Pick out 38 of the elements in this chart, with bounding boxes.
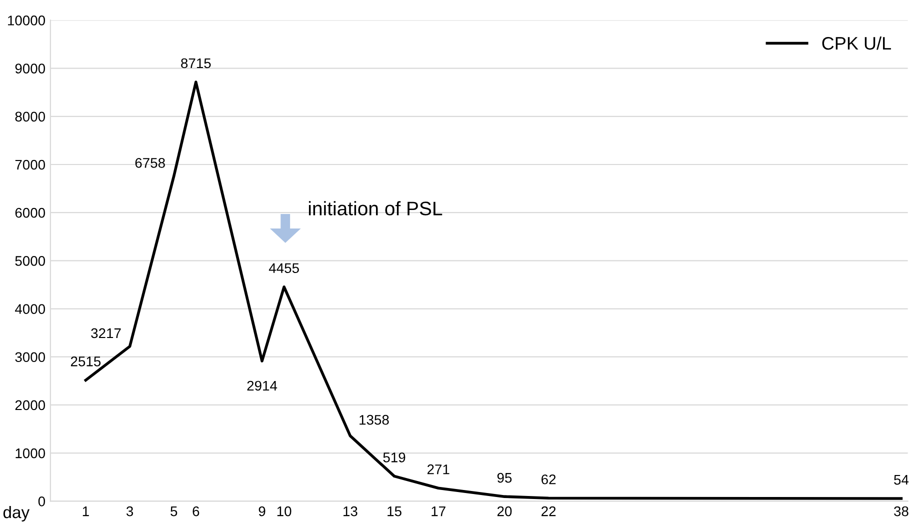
- annotation: initiation of PSL: [308, 201, 442, 216]
- y-tick-label: 2000: [15, 400, 46, 410]
- x-tick-label: 17: [432, 506, 446, 516]
- y-tick-label: 4000: [15, 304, 46, 314]
- legend-label: CPK U/L: [822, 36, 891, 50]
- x-axis-title: day: [3, 506, 30, 522]
- y-tick-label: 7000: [15, 160, 46, 170]
- y-tick-label: 10000: [8, 16, 46, 26]
- data-label: 95: [497, 472, 512, 483]
- data-label: 4455: [268, 263, 299, 274]
- x-tick-label: 13: [344, 506, 358, 516]
- x-tick-label: 6: [192, 506, 200, 516]
- y-tick-label: 1000: [16, 448, 46, 458]
- x-tick-label: 5: [170, 506, 178, 516]
- y-tick-label: 0: [38, 496, 46, 506]
- x-tick-label: 9: [258, 506, 266, 516]
- y-tick-label: 8000: [15, 112, 46, 122]
- data-label: 62: [542, 474, 556, 484]
- y-tick-label: 6000: [15, 208, 46, 218]
- y-tick-label: 5000: [15, 256, 46, 266]
- data-label: 2515: [70, 356, 101, 366]
- x-tick-label: 15: [388, 506, 402, 516]
- data-label: 6758: [135, 158, 165, 168]
- x-tick-label: 3: [126, 506, 134, 516]
- data-label: 1358: [360, 414, 389, 425]
- data-label: 2914: [247, 380, 278, 391]
- x-tick-label: 38: [894, 506, 908, 516]
- y-tick-label: 3000: [15, 352, 46, 362]
- y-tick-label: 9000: [15, 64, 46, 74]
- x-tick-label: 1: [82, 506, 89, 516]
- data-label: 519: [383, 452, 406, 462]
- data-label: 8715: [181, 58, 211, 68]
- x-tick-label: 20: [497, 506, 512, 516]
- x-tick-label: 22: [542, 506, 556, 516]
- x-tick-label: 10: [277, 506, 292, 516]
- data-label: 271: [427, 464, 450, 474]
- data-label: 54: [894, 475, 909, 485]
- data-label: 3217: [91, 328, 121, 338]
